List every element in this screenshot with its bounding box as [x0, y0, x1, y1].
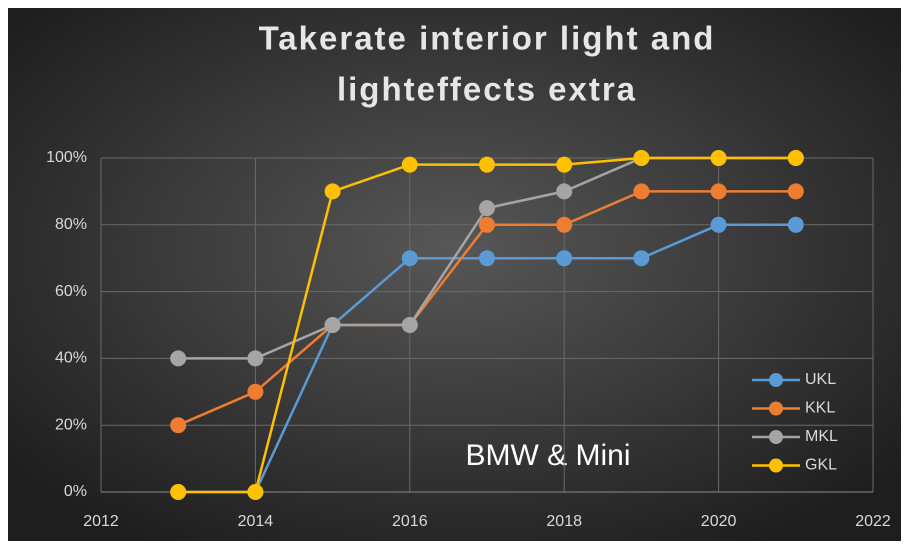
data-point — [633, 150, 650, 166]
chart-title: Takerate interior light and — [259, 20, 716, 57]
background — [8, 8, 901, 541]
legend-marker — [769, 401, 783, 416]
data-point — [479, 250, 495, 267]
data-point — [556, 250, 573, 267]
data-point — [710, 183, 727, 200]
y-tick-label: 80% — [55, 216, 87, 233]
data-point — [401, 156, 418, 173]
data-point — [324, 183, 341, 200]
legend-marker — [769, 458, 783, 473]
data-point — [556, 216, 573, 233]
y-tick-label: 100% — [46, 149, 87, 166]
data-point — [479, 216, 495, 233]
data-point — [633, 250, 650, 267]
legend-label: GKL — [805, 457, 837, 474]
x-tick-label: 2020 — [701, 513, 737, 530]
y-tick-label: 0% — [64, 483, 87, 500]
annotation: BMW & Mini — [466, 439, 631, 472]
legend-marker — [769, 373, 783, 387]
data-point — [247, 350, 264, 367]
y-tick-label: 20% — [55, 416, 87, 433]
data-point — [479, 156, 495, 173]
data-point — [324, 317, 341, 333]
data-point — [170, 417, 187, 434]
data-point — [787, 216, 804, 233]
data-point — [401, 317, 418, 333]
x-tick-label: 2012 — [83, 513, 119, 530]
data-point — [787, 183, 804, 200]
data-point — [710, 150, 727, 166]
data-point — [710, 216, 727, 233]
data-point — [401, 250, 418, 267]
data-point — [787, 150, 804, 166]
legend-marker — [769, 430, 783, 444]
x-tick-label: 2022 — [855, 513, 891, 530]
data-point — [556, 183, 573, 200]
x-tick-label: 2014 — [238, 513, 274, 530]
data-point — [170, 350, 187, 367]
data-point — [247, 383, 264, 400]
legend-label: KKL — [805, 400, 835, 417]
data-point — [633, 183, 650, 200]
legend-label: MKL — [805, 428, 838, 445]
x-tick-label: 2016 — [392, 513, 428, 530]
y-tick-label: 60% — [55, 283, 87, 300]
data-point — [556, 156, 573, 173]
y-tick-label: 40% — [55, 350, 87, 367]
chart-title: lighteffects extra — [337, 71, 637, 108]
data-point — [170, 484, 187, 500]
legend-label: UKL — [805, 371, 836, 388]
data-point — [247, 484, 264, 500]
data-point — [479, 200, 495, 217]
x-tick-label: 2018 — [546, 513, 582, 530]
